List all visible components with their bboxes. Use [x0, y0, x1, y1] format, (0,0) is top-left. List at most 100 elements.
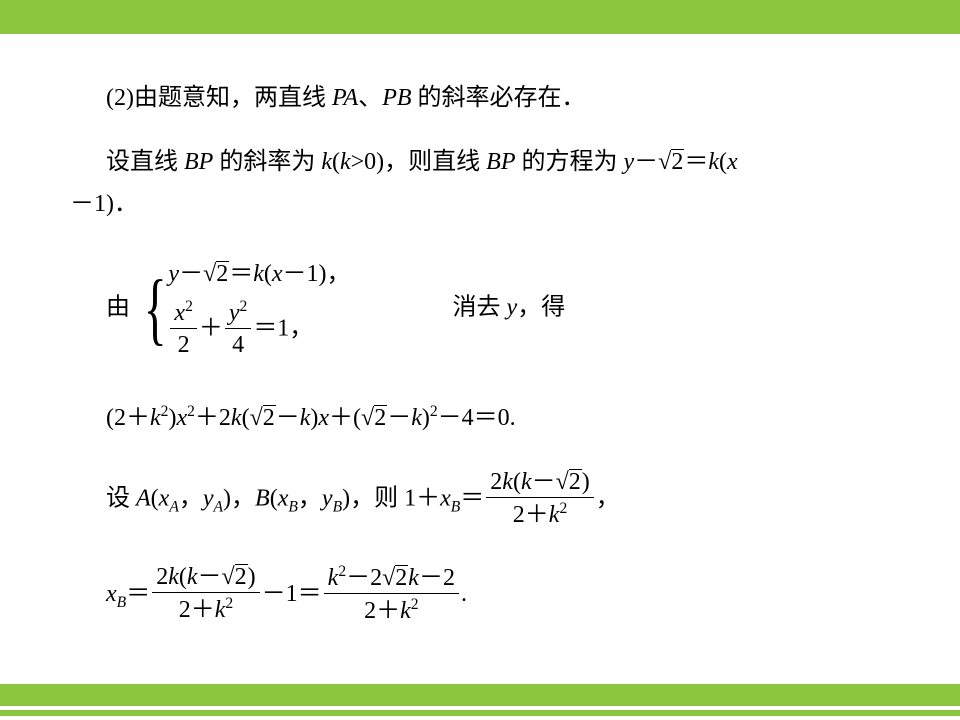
s: B	[333, 499, 343, 516]
var-y: y	[624, 149, 635, 175]
t: ，	[596, 486, 620, 512]
t: ，	[298, 486, 322, 512]
t: －	[532, 469, 556, 495]
para-1: (2)由题意知，两直线 PA、PB 的斜率必存在．	[70, 80, 890, 116]
text: 的方程为	[516, 149, 624, 175]
s: 2	[240, 298, 248, 315]
t: (	[264, 261, 272, 287]
v: B	[255, 486, 270, 512]
var-BP: BP	[486, 149, 515, 175]
system-body: y－2＝k(x－1)， x22＋y24＝1，	[168, 250, 350, 368]
para-2: 设直线 BP 的斜率为 k(k>0)，则直线 BP 的方程为 y－2＝k(x	[70, 144, 890, 180]
v: A	[136, 486, 151, 512]
text: (	[332, 149, 340, 175]
s: 2	[411, 596, 419, 613]
r: 2	[263, 405, 276, 430]
sqrt2: 2	[658, 144, 684, 180]
s: 2	[161, 403, 169, 420]
d: 4	[225, 329, 251, 363]
v: k	[328, 565, 339, 591]
s: A	[214, 499, 224, 516]
v: x	[440, 486, 451, 512]
s: 2	[187, 403, 195, 420]
var-x: x	[272, 261, 283, 287]
sq: 2	[250, 400, 276, 436]
text: 的斜率为	[213, 149, 321, 175]
text: (2)由题意知，两直线	[106, 85, 332, 111]
left-brace-icon: {	[144, 269, 167, 349]
sqrt2: 2	[203, 256, 229, 292]
var-y: y	[507, 295, 518, 321]
v: k	[300, 405, 311, 431]
text: －1)．	[70, 191, 138, 217]
v: x	[278, 486, 289, 512]
var-k: k	[253, 261, 264, 287]
t: 2	[156, 564, 168, 590]
t: 2＋	[179, 597, 215, 623]
var-PB: PB	[382, 85, 411, 111]
r: 2	[374, 405, 387, 430]
d: 2	[170, 329, 196, 363]
var-k: k	[708, 149, 719, 175]
t: 2	[443, 565, 455, 591]
v: k	[150, 405, 161, 431]
v: k	[502, 469, 513, 495]
r: 2	[216, 261, 229, 286]
brace-system: { y－2＝k(x－1)， x22＋y24＝1，	[136, 250, 351, 368]
s: 2	[338, 563, 346, 580]
t: (2＋	[106, 405, 150, 431]
v: k	[215, 597, 226, 623]
t: －1＝	[262, 581, 322, 607]
t: ＋2	[195, 405, 231, 431]
s: B	[288, 499, 298, 516]
sq: 2	[361, 400, 387, 436]
frac-y2-4: y24	[225, 298, 251, 362]
text: 由	[106, 295, 130, 321]
sq: 2	[556, 468, 582, 497]
t: －1)，	[283, 261, 351, 287]
t: ＝	[126, 581, 150, 607]
sq: 2	[222, 563, 248, 592]
v: k	[408, 565, 419, 591]
var-BP: BP	[184, 149, 213, 175]
para-5: 设 A(xA，yA)，B(xB，yB)，则 1＋xB＝ 2k(k－2) 2＋k2…	[70, 468, 890, 532]
v: k	[231, 405, 242, 431]
t: .	[461, 581, 467, 607]
top-accent-bar	[0, 0, 960, 34]
t: 2＋	[513, 502, 549, 528]
t: ＋(	[329, 405, 361, 431]
frac-x2-2: x22	[170, 298, 196, 362]
v: x	[106, 581, 117, 607]
t: －	[179, 261, 203, 287]
v: k	[411, 405, 422, 431]
t: 2	[370, 565, 382, 591]
t: －	[346, 565, 370, 591]
var-PA: PA	[332, 85, 358, 111]
v: k	[187, 564, 198, 590]
sys-line-1: y－2＝k(x－1)，	[168, 256, 350, 292]
sep: 、	[358, 85, 382, 111]
v: y	[322, 486, 333, 512]
s: 2	[185, 298, 193, 315]
v: k	[400, 598, 411, 624]
math-content: (2)由题意知，两直线 PA、PB 的斜率必存在． 设直线 BP 的斜率为 k(…	[70, 80, 890, 656]
t: ，	[179, 486, 203, 512]
t: －	[387, 405, 411, 431]
v: k	[521, 469, 532, 495]
para-4: (2＋k2)x2＋2k(2－k)x＋(2－k)2－4＝0.	[70, 400, 890, 436]
t: 2＋	[364, 598, 400, 624]
bottom-accent-bar-thin	[0, 710, 960, 716]
para-3: 由 { y－2＝k(x－1)， x22＋y24＝1， 消去 y，得	[70, 250, 890, 368]
r: 2	[569, 469, 582, 494]
text: ，得	[517, 295, 565, 321]
radicand: 2	[671, 149, 684, 174]
t: ＝	[460, 486, 484, 512]
eq: ＝	[684, 149, 708, 175]
t: (	[513, 469, 521, 495]
var-k: k	[340, 149, 351, 175]
t: －4＝0.	[438, 405, 516, 431]
var-x: x	[727, 149, 738, 175]
sys-line-2: x22＋y24＝1，	[168, 298, 350, 362]
text: 消去	[453, 295, 507, 321]
v: k	[168, 564, 179, 590]
